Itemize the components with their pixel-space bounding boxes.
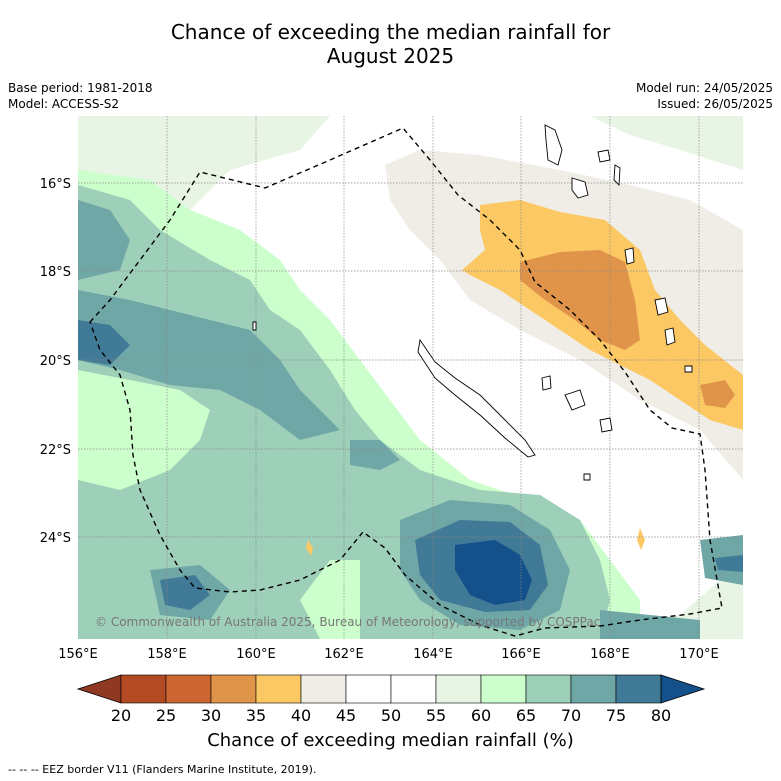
model-run: Model run: 24/05/2025: [635, 81, 773, 95]
colorbar-swatch: [525, 674, 572, 704]
colorbar-swatch: [390, 674, 437, 704]
colorbar-label: Chance of exceeding median rainfall (%): [207, 730, 574, 751]
colorbar-tick-label: 35: [246, 706, 266, 725]
colorbar-tick-label: 45: [336, 706, 356, 725]
landmasses: [252, 124, 693, 481]
lon-label-168e: 168°E: [590, 647, 630, 662]
colorbar-swatch: [480, 674, 527, 704]
colorbar-tick-label: 70: [561, 706, 581, 725]
map-title-line2: August 2025: [326, 44, 455, 68]
colorbar-tick-label: 80: [651, 706, 671, 725]
lat-label-16s: 16°S: [40, 177, 71, 192]
colorbar-tick-label: 50: [381, 706, 401, 725]
lon-label-164e: 164°E: [413, 647, 453, 662]
colorbar-tick-label: 65: [516, 706, 536, 725]
base-period: Base period: 1981-2018: [8, 81, 153, 95]
colorbar-swatch: [255, 674, 302, 704]
lat-label-22s: 22°S: [40, 443, 71, 458]
colorbar-tick-label: 75: [606, 706, 626, 725]
copyright-text: © Commonwealth of Australia 2025, Bureau…: [95, 615, 600, 629]
lon-label-170e: 170°E: [679, 647, 719, 662]
colorbar-tick-label: 60: [471, 706, 491, 725]
model-name: Model: ACCESS-S2: [8, 97, 120, 111]
colorbar-tick-label: 40: [291, 706, 311, 725]
lon-label-156e: 156°E: [58, 647, 98, 662]
colorbar-swatch: [120, 674, 167, 704]
colorbar-swatch: [435, 674, 482, 704]
lat-label-18s: 18°S: [40, 265, 71, 280]
colorbar-swatch: [210, 674, 257, 704]
issued-date: Issued: 26/05/2025: [657, 97, 773, 111]
colorbar-tick-label: 20: [111, 706, 131, 725]
lon-label-162e: 162°E: [324, 647, 364, 662]
colorbar-high-extension: [660, 674, 706, 704]
lon-label-158e: 158°E: [147, 647, 187, 662]
map-title-line1: Chance of exceeding the median rainfall …: [170, 20, 611, 44]
lat-label-24s: 24°S: [40, 531, 71, 546]
lon-label-166e: 166°E: [501, 647, 541, 662]
colorbar-swatch: [300, 674, 347, 704]
colorbar: 20 25 30 35 40 45 50 55 60 65 70 75 80: [76, 674, 706, 725]
colorbar-low-extension: [76, 674, 122, 704]
colorbar-tick-label: 30: [201, 706, 221, 725]
lon-label-160e: 160°E: [236, 647, 276, 662]
colorbar-swatch: [615, 674, 662, 704]
colorbar-swatch: [165, 674, 212, 704]
colorbar-swatch: [345, 674, 392, 704]
lat-label-20s: 20°S: [40, 354, 71, 369]
vanuatu-island: [544, 124, 563, 166]
eez-legend-note: -- -- -- EEZ border V11 (Flanders Marine…: [8, 763, 317, 776]
eez-border: [89, 127, 723, 637]
new-caledonia-island: [417, 338, 536, 458]
rainfall-map: [78, 116, 743, 639]
colorbar-tick-label: 55: [426, 706, 446, 725]
colorbar-swatch: [570, 674, 617, 704]
colorbar-tick-label: 25: [156, 706, 176, 725]
